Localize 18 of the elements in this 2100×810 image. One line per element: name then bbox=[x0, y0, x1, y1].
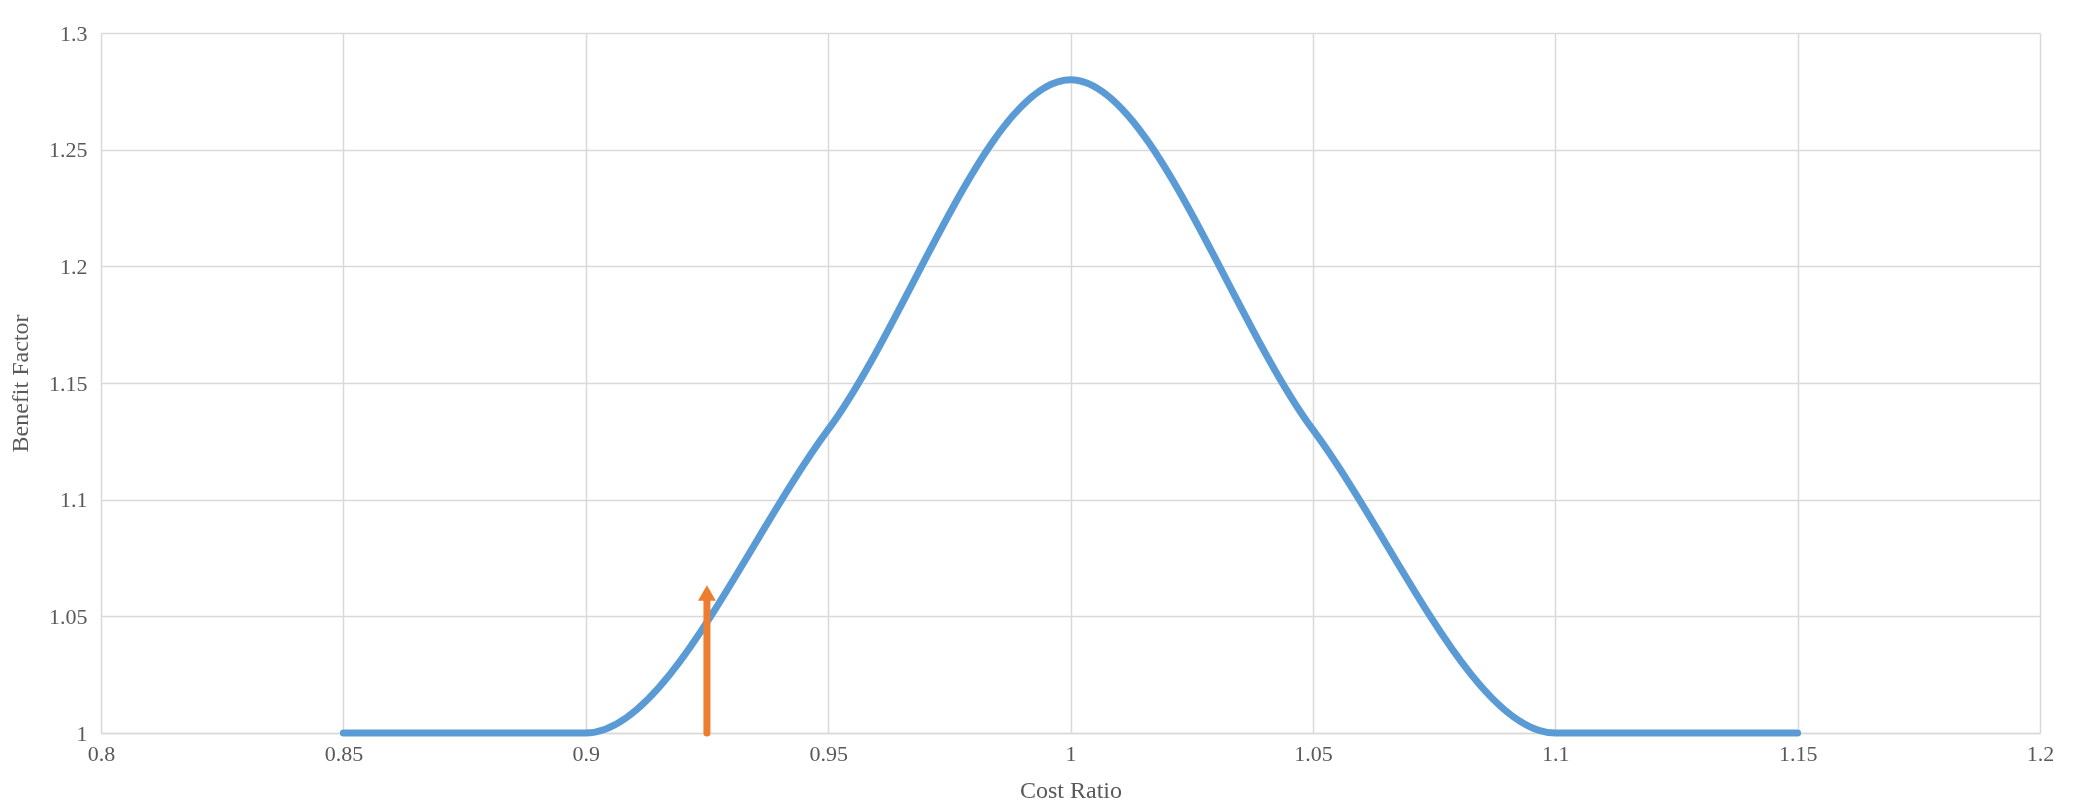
y-tick-label: 1.1 bbox=[60, 487, 88, 513]
x-tick-label: 0.9 bbox=[572, 740, 600, 766]
x-tick-label: 1.2 bbox=[2026, 740, 2055, 766]
x-tick-label: 0.95 bbox=[809, 740, 848, 766]
y-tick-label: 1.15 bbox=[49, 370, 88, 396]
y-tick-label: 1.3 bbox=[60, 20, 88, 46]
x-tick-label: 0.85 bbox=[324, 740, 364, 766]
x-axis-title: Cost Ratio bbox=[1019, 776, 1123, 803]
x-tick-label: 1.05 bbox=[1294, 740, 1333, 766]
y-tick-label: 1.2 bbox=[60, 253, 88, 279]
x-tick-label: 1.1 bbox=[1542, 740, 1570, 766]
x-tick-label: 1.15 bbox=[1778, 740, 1818, 766]
y-tick-label: 1.25 bbox=[49, 137, 88, 163]
x-tick-label: 1 bbox=[1065, 740, 1077, 766]
y-axis-title: Benefit Factor bbox=[7, 314, 33, 453]
x-tick-label: 0.8 bbox=[87, 740, 116, 766]
y-tick-label: 1.05 bbox=[49, 603, 88, 629]
y-tick-label: 1 bbox=[76, 720, 88, 746]
